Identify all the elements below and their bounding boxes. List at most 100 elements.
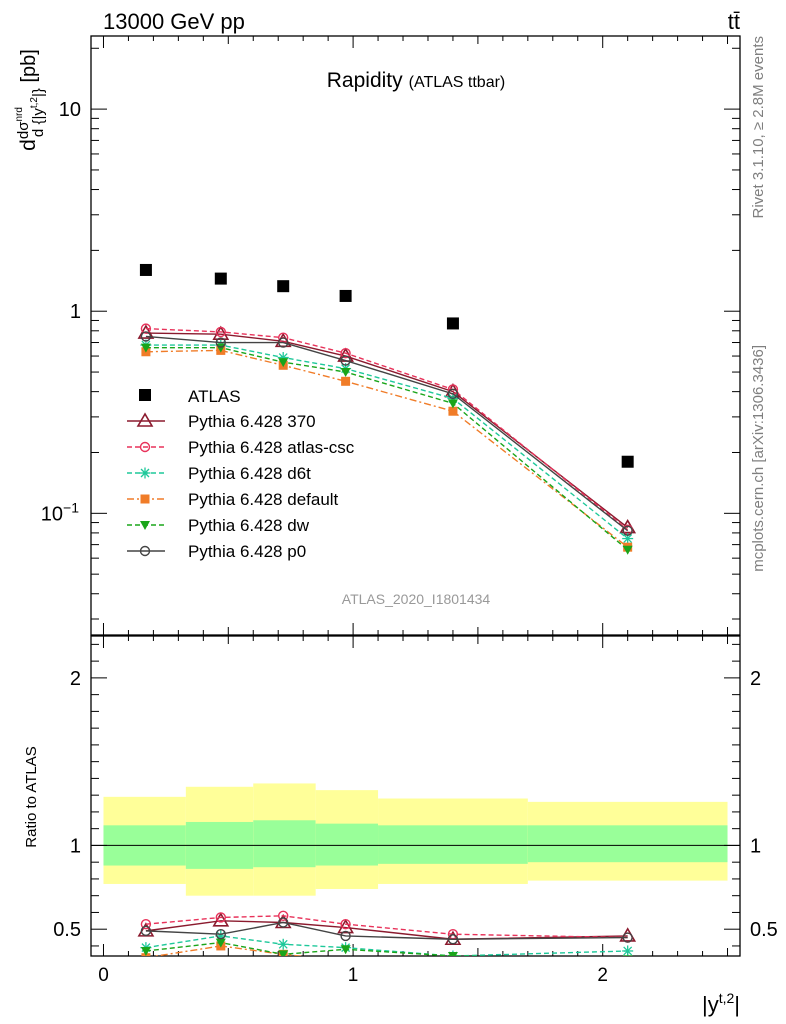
ratio-series-4-point [215,938,226,948]
ratio-series-4 [140,938,633,956]
series-1-point [140,323,152,334]
series-0-point [212,325,230,340]
series-1-point [215,326,227,338]
reference-point [214,272,227,285]
ratio-series-5-point [622,932,633,943]
ratio-series-2-point [277,938,289,950]
ratio-series-4-point [340,945,351,955]
series-line-3 [145,349,629,548]
ratio-series-4-point [622,955,633,956]
legend-item-5: Pythia 6.428 p0 [127,542,306,561]
series-1-point [340,347,351,359]
legend-item-reference: ATLAS [139,387,241,406]
series-5-point [340,355,351,366]
x-tick-label: 0 [98,965,109,986]
reference-points [139,263,634,468]
legend-marker [139,441,151,453]
series-5 [140,331,633,536]
inner-band-5 [527,825,728,863]
ratio-tick-label-left: 1 [70,835,81,857]
side-label-mcplots: mcplots.cern.ch [arXiv:1306.3436] [750,345,767,572]
inner-band-3 [315,823,379,866]
ratio-y-label: Ratio to ATLAS [23,746,40,847]
reference-point [139,263,152,276]
legend-label: Pythia 6.428 default [188,490,339,509]
ratio-line-4 [145,941,490,956]
ratio-line-1 [145,915,628,939]
reference-point [339,289,352,302]
main-plot [137,263,637,555]
series-5-point [278,337,289,348]
ratio-series-5-point [340,930,351,942]
legend-label: Pythia 6.428 atlas-csc [188,438,355,457]
ratio-series-5-point [215,929,227,940]
series-line-2 [145,344,629,540]
chart-title: Rapidity (ATLAS ttbar) [327,69,506,92]
legend-label: Pythia 6.428 dw [188,516,310,535]
legend-item-0: Pythia 6.428 370 [127,412,316,431]
ratio-tick-label-left: 2 [70,668,81,690]
reference-point [621,455,634,468]
legend-item-2: Pythia 6.428 d6t [127,464,311,483]
x-tick-label: 1 [348,965,359,986]
side-label-rivet: Rivet 3.1.10, ≥ 2.8M events [750,36,767,219]
x-tick-label: 2 [597,965,608,986]
legend-label: Pythia 6.428 370 [188,412,316,431]
series-line-0 [145,332,629,529]
ratio-series-1-point [278,910,289,921]
legend-item-4: Pythia 6.428 dw [127,516,310,535]
y-tick-label: 1 [70,301,81,323]
main-frame [90,35,741,636]
ratio-series-5 [140,917,633,945]
ratio-plot [137,910,637,956]
legend-item-3: Pythia 6.428 default [127,490,339,509]
ratio-series-5-point [278,917,289,928]
legend-marker [139,545,151,557]
ratio-line-2 [145,935,628,956]
series-5-point [447,388,459,400]
chart-title-sub: (ATLAS ttbar) [409,74,506,91]
ratio-series-5-point [140,925,152,937]
legend-label: Pythia 6.428 p0 [188,542,306,561]
legend-marker [140,521,150,530]
legend-label: Pythia 6.428 d6t [188,464,311,483]
legend-label: ATLAS [188,387,241,406]
inner-band-4 [378,825,528,864]
series-3-point [448,406,458,416]
chart-title-main: Rapidity [327,69,403,92]
ratio-series-5-point [447,934,459,945]
ratio-tick-label-left: 0.5 [53,919,81,941]
series-4-point [278,358,289,368]
ratio-series-1-point [340,918,351,930]
series-line-1 [145,327,629,531]
reference-point [446,317,459,330]
x-axis-label: |yt,2| [702,990,740,1017]
series-4-point [622,545,633,555]
series-line-5 [145,335,629,532]
ratio-series-4-point [278,950,289,956]
plot-frames [90,35,741,957]
legend-item-1: Pythia 6.428 atlas-csc [127,438,355,457]
ratio-line-3 [152,945,306,956]
y-tick-label: 10 [59,99,81,121]
ratio-uncertainty-bands [91,783,740,896]
ratio-tick-label-right: 0.5 [750,919,778,941]
legend-marker [139,389,151,401]
legend-marker [139,467,151,479]
series-4-point [140,343,151,353]
legend-marker [140,494,150,504]
inner-band-2 [253,820,316,868]
series-5-point [140,331,152,342]
reference-point [277,280,290,293]
ratio-line-5 [145,921,628,940]
series-5-point [215,337,227,348]
ratio-series-4-point [447,952,458,956]
legend: ATLAS Pythia 6.428 370 Pythia 6.428 atlas-… [127,387,355,561]
series-2-point [622,533,634,545]
ratio-tick-label-right: 2 [750,668,761,690]
ratio-frame [90,635,741,957]
header-right: tt̄ [728,9,740,34]
header-left: 13000 GeV pp [103,9,245,34]
series-4-point [340,368,351,378]
